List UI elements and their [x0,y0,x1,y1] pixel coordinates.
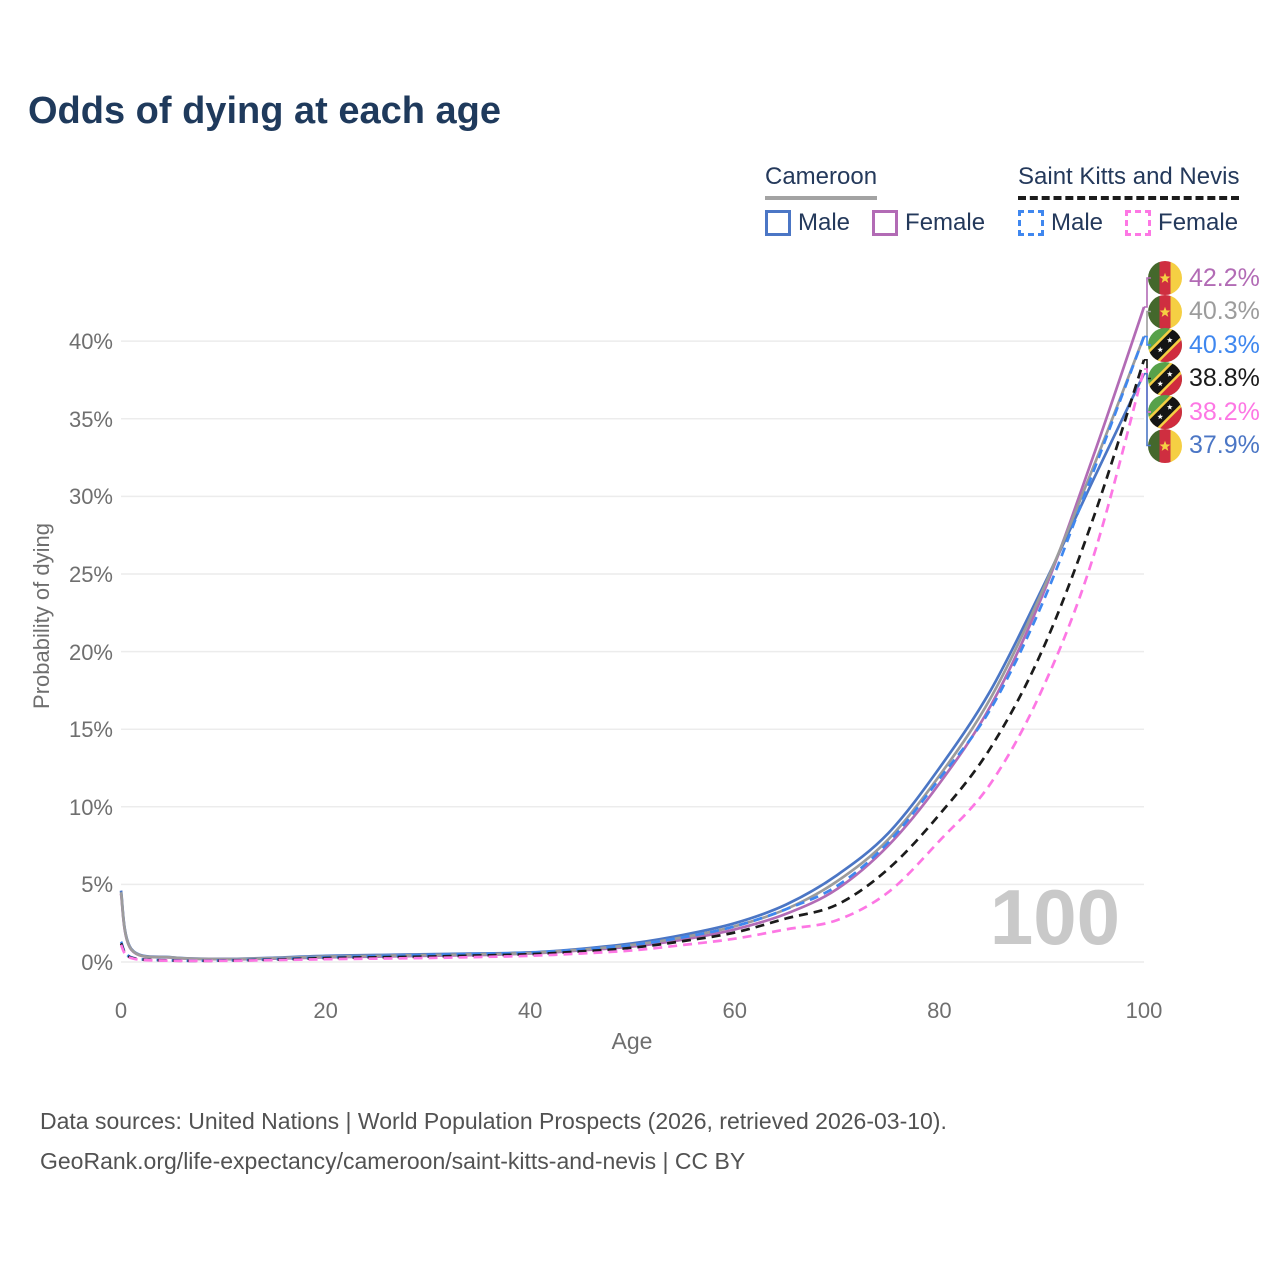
cameroon-flag-icon [1148,261,1182,295]
end-label-value: 40.3% [1189,330,1260,359]
legend-item-cameroon-female[interactable]: Female [872,209,985,237]
saint-kitts-and-nevis-female-swatch-icon [1125,210,1152,236]
y-tick-10: 10% [68,794,113,820]
legend-group-saint-kitts-and-nevis: Saint Kitts and Nevis Male Female [1018,163,1260,237]
legend-country-cameroon: Cameroon [765,163,878,200]
end-label-value: 38.8% [1189,364,1260,392]
legend-country-saint-kitts-and-nevis: Saint Kitts and Nevis [1018,163,1240,200]
y-tick-0: 0% [81,950,113,975]
end-label-value: 42.2% [1189,263,1260,292]
x-tick-20: 20 [313,998,338,1023]
y-tick-30: 30% [68,484,113,510]
series-line-saint-kitts-and-nevis-all [119,359,1146,963]
footer-data-sources: Data sources: United Nations | World Pop… [40,1108,947,1134]
cameroon-flag-icon [1148,294,1182,329]
legend-label: Male [798,209,851,236]
y-tick-15: 15% [68,717,113,743]
y-tick-35: 35% [68,406,113,432]
x-tick-60: 60 [722,998,748,1023]
y-tick-20: 20% [68,639,113,665]
end-label-leader-cameroon-all [1144,310,1151,338]
series-line-cameroon-female [119,306,1146,961]
x-tick-80: 80 [927,998,952,1023]
cameroon-flag-icon [1148,428,1182,463]
age-watermark: 100 [989,873,1120,961]
series-line-cameroon-male [119,373,1146,961]
end-label-saint-kitts-and-nevis-male: 40.3% [1148,328,1260,362]
series-line-cameroon-all [119,336,1146,961]
series-line-saint-kitts-and-nevis-female [119,368,1146,963]
end-label-saint-kitts-and-nevis-all: 38.8% [1148,361,1260,396]
legend-item-saint-kitts-and-nevis-female[interactable]: Female [1125,209,1238,237]
end-label-value: 38.2% [1189,397,1260,426]
series-line-saint-kitts-and-nevis-male [119,336,1146,963]
legend-label: Female [905,209,986,236]
saint-kitts-and-nevis-male-swatch-icon [1018,210,1044,236]
end-label-value: 37.9% [1189,431,1260,459]
y-tick-25: 25% [68,561,113,587]
legend-item-saint-kitts-and-nevis-male[interactable]: Male [1018,209,1103,237]
page-title: Odds of dying at each age [28,90,501,132]
saint-kitts-and-nevis-flag-icon [1148,328,1182,362]
legend-item-cameroon-male[interactable]: Male [765,209,850,237]
end-label-leader-cameroon-female [1144,277,1151,308]
end-label-value: 40.3% [1189,297,1260,325]
end-label-cameroon-male: 37.9% [1148,428,1260,463]
saint-kitts-and-nevis-flag-icon [1148,361,1182,396]
legend-group-cameroon: Cameroon Male Female [765,163,1007,237]
x-tick-100: 100 [1125,998,1163,1023]
end-label-cameroon-all: 40.3% [1148,294,1260,329]
end-label-saint-kitts-and-nevis-female: 38.2% [1148,395,1260,429]
footer-attribution: GeoRank.org/life-expectancy/cameroon/sai… [40,1148,746,1174]
y-tick-40: 40% [68,329,113,355]
saint-kitts-and-nevis-flag-icon [1148,395,1182,429]
end-label-cameroon-female: 42.2% [1148,261,1260,295]
x-axis-title: Age [611,1028,653,1054]
end-label-leader-saint-kitts-and-nevis-male [1144,335,1151,346]
x-tick-40: 40 [517,998,543,1023]
end-label-leader-cameroon-male [1144,372,1151,447]
legend-label: Male [1051,209,1104,236]
cameroon-female-swatch-icon [872,210,899,236]
legend-label: Female [1158,209,1239,236]
cameroon-male-swatch-icon [765,210,791,236]
y-tick-5: 5% [81,872,113,898]
x-tick-0: 0 [114,998,128,1023]
